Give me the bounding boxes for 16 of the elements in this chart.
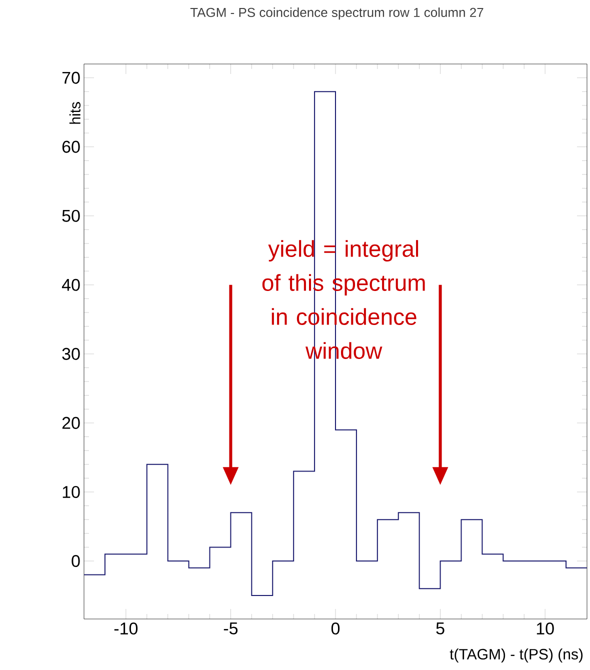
y-tick-label: 30	[62, 348, 80, 360]
y-tick-label: 60	[62, 140, 80, 153]
x-tick-label: 10	[536, 622, 554, 635]
y-tick-label: 70	[62, 72, 80, 84]
x-tick-label: -5	[224, 622, 238, 634]
y-tick-label: 20	[62, 416, 80, 429]
y-tick-label: 40	[62, 278, 80, 291]
x-axis-title: t(TAGM) - t(PS) (ns)	[450, 648, 583, 662]
y-tick-label: 10	[62, 486, 80, 498]
chart-title: TAGM - PS coincidence spectrum row 1 column 27	[190, 8, 484, 20]
x-tick-label: 5	[436, 622, 444, 634]
y-tick-label: 0	[72, 554, 80, 568]
y-axis-title: hits	[69, 102, 80, 124]
x-tick-label: 0	[331, 622, 340, 635]
y-tick-label: 50	[62, 210, 80, 222]
x-tick-label: -10	[114, 622, 138, 635]
